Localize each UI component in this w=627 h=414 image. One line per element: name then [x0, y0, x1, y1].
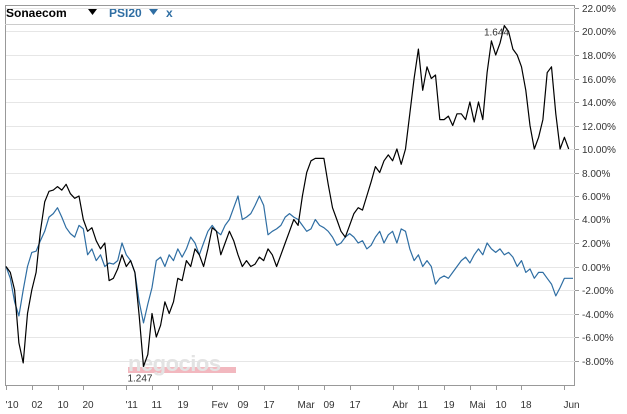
series [5, 25, 573, 367]
watermark-bar [128, 367, 236, 373]
x-tick-label: 18 [521, 400, 533, 411]
y-tick-label: 4.00% [582, 215, 610, 226]
x-tick-label: 10 [496, 400, 508, 411]
x-tick-label: 19 [444, 400, 456, 411]
x-tick-label: 17 [350, 400, 362, 411]
x-tick-label: 19 [178, 400, 190, 411]
y-tick-label: 14.00% [582, 98, 616, 109]
x-tick-label: Fev [212, 400, 229, 411]
x-tick-label: 02 [32, 400, 44, 411]
y-axis: 22.00% 20.00% 18.00% 16.00% 14.00% 12.00% 10.0… [575, 4, 616, 368]
y-tick-label: 10.00% [582, 145, 616, 156]
annotations: 1.644 1.247 [127, 27, 509, 384]
triangle-down-icon[interactable] [149, 9, 158, 15]
x-tick-label: Jun [564, 400, 580, 411]
y-tick-label: 2.00% [582, 239, 610, 250]
triangle-down-icon[interactable] [88, 9, 97, 15]
y-tick-label: 16.00% [582, 75, 616, 86]
y-tick-label: 8.00% [582, 169, 610, 180]
x-tick-label: '11 [126, 400, 139, 411]
x-tick-label: Mar [298, 400, 316, 411]
x-tick-label: 10 [58, 400, 70, 411]
grid [6, 8, 575, 362]
legend-sonaecom-label[interactable]: Sonaecom [6, 6, 67, 20]
legend: Sonaecom PSI20 x [6, 6, 173, 20]
y-tick-label: 22.00% [582, 4, 616, 15]
y-tick-label: 0.00% [582, 263, 610, 274]
x-tick-label: 11 [152, 400, 163, 411]
x-tick-label: '10 [6, 400, 19, 411]
y-tick-label: -6.00% [582, 333, 614, 344]
x-tick-label: 17 [264, 400, 276, 411]
data-label: 1.247 [127, 373, 152, 384]
x-tick-label: 20 [83, 400, 95, 411]
y-tick-label: 18.00% [582, 51, 616, 62]
x-tick-label: 09 [238, 400, 250, 411]
x-tick-label: Mai [470, 400, 486, 411]
y-tick-label: 12.00% [582, 122, 616, 133]
plot-area [5, 5, 575, 386]
x-tick-label: 09 [324, 400, 336, 411]
x-axis: '10 02 10 20 '11 11 19 Fev 09 17 Mar 09 17 Abr 11 19 Mai… [6, 385, 580, 411]
x-tick-label: Abr [393, 400, 409, 411]
y-tick-label: 6.00% [582, 192, 610, 203]
close-icon[interactable]: x [166, 6, 173, 20]
y-tick-label: 20.00% [582, 27, 616, 38]
y-tick-label: -4.00% [582, 310, 614, 321]
y-tick-label: -8.00% [582, 357, 614, 368]
legend-psi20-label[interactable]: PSI20 [109, 6, 142, 20]
series-line-psi20 [5, 195, 573, 324]
data-label: 1.644 [484, 27, 509, 38]
series-line-sonaecom [5, 25, 570, 367]
x-tick-label: 11 [418, 400, 429, 411]
y-tick-label: -2.00% [582, 286, 614, 297]
